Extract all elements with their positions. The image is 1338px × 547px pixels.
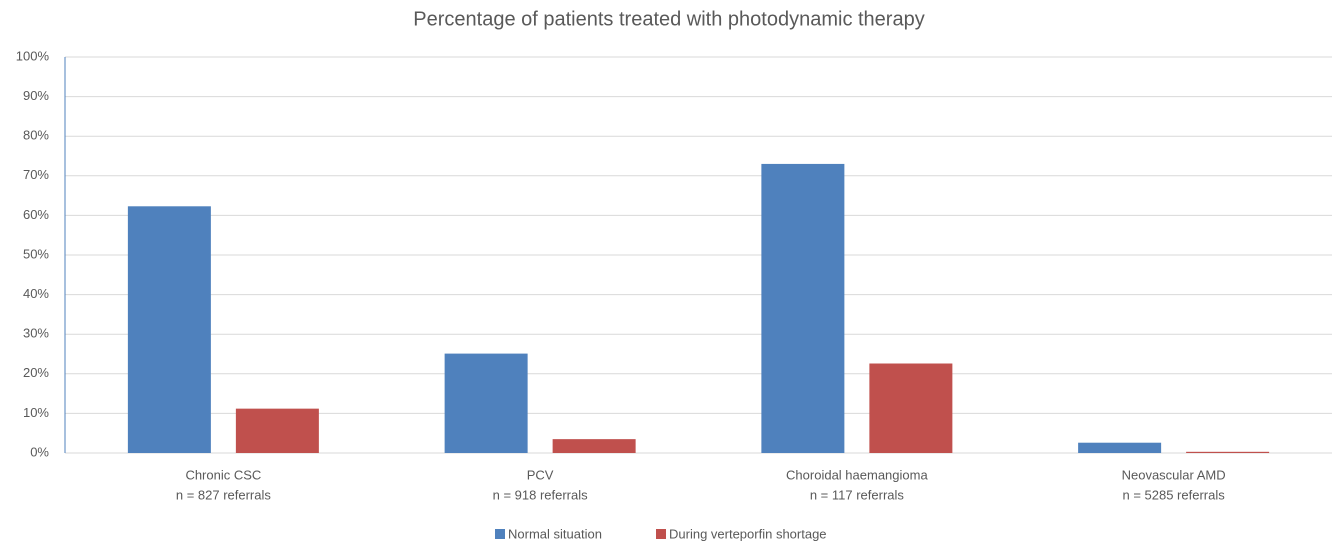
- x-tick-label: Chronic CSC: [185, 467, 261, 482]
- y-tick-label: 80%: [23, 128, 49, 143]
- y-tick-label: 30%: [23, 326, 49, 341]
- bar: [444, 353, 528, 453]
- bar: [235, 408, 319, 453]
- y-tick-label: 90%: [23, 88, 49, 103]
- x-tick-label: PCV: [527, 467, 554, 482]
- x-tick-label: Choroidal haemangioma: [786, 467, 928, 482]
- bar: [552, 439, 636, 453]
- bar: [1186, 451, 1270, 453]
- x-tick-label: n = 918 referrals: [493, 487, 589, 502]
- chart-title: Percentage of patients treated with phot…: [413, 8, 924, 30]
- y-tick-label: 20%: [23, 365, 49, 380]
- y-tick-label: 50%: [23, 246, 49, 261]
- x-tick-label: n = 5285 referrals: [1122, 487, 1225, 502]
- y-tick-label: 70%: [23, 167, 49, 182]
- legend-label: During verteporfin shortage: [669, 526, 827, 541]
- bar: [761, 163, 845, 454]
- x-tick-label: n = 827 referrals: [176, 487, 272, 502]
- y-tick-label: 10%: [23, 405, 49, 420]
- bar: [869, 363, 953, 453]
- y-tick-label: 60%: [23, 207, 49, 222]
- y-tick-label: 0%: [30, 444, 49, 459]
- bar: [1078, 442, 1162, 453]
- bar: [127, 206, 211, 453]
- legend-label: Normal situation: [508, 526, 602, 541]
- x-tick-label: n = 117 referrals: [810, 487, 905, 502]
- x-tick-label: Neovascular AMD: [1122, 467, 1226, 482]
- legend-swatch: [495, 529, 505, 539]
- legend-swatch: [656, 529, 666, 539]
- y-tick-label: 40%: [23, 286, 49, 301]
- y-tick-label: 100%: [16, 48, 50, 63]
